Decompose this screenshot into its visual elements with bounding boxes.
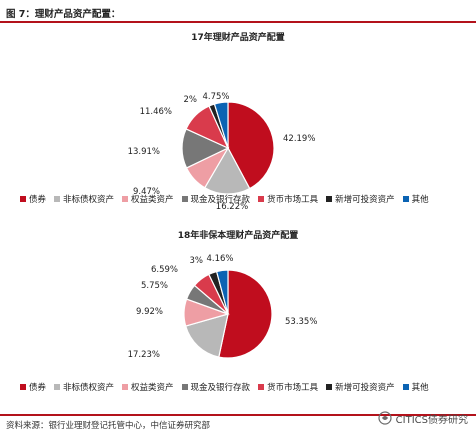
legend-label: 货币市场工具 — [267, 195, 319, 205]
legend-label: 债券 — [29, 383, 47, 393]
pie-slice-2 — [184, 313, 229, 358]
legend-item: 其他 — [402, 381, 429, 393]
data-label: 13.91% — [128, 147, 160, 157]
data-label: 5.75% — [141, 281, 168, 291]
pie-svg: 42.19% 16.22% 9.47% 13.91% 11.46% 2% 4.75% — [128, 92, 316, 212]
data-label: 9.92% — [136, 307, 163, 317]
legend-swatch — [181, 384, 188, 390]
data-label: 2% — [184, 95, 198, 105]
figure-header: 图 7：理财产品资产配置： — [0, 0, 476, 23]
figure-title: 图 7：理财产品资产配置： — [6, 9, 121, 20]
legend-swatch — [20, 196, 26, 202]
pie-slice-1 — [227, 101, 275, 190]
legend-label: 非标债权资产 — [63, 195, 115, 205]
legend: 债券 非标债权资产 权益类资产 现金及银行存款 货币市场工具 新增可投资资产 其他 — [20, 380, 460, 394]
watermark: CITICS债券研究 — [378, 408, 468, 428]
legend: 债券 非标债权资产 权益类资产 现金及银行存款 货币市场工具 新增可投资资产 其他 — [20, 192, 460, 206]
data-label: 11.46% — [140, 107, 172, 117]
legend-label: 权益类资产 — [131, 383, 174, 393]
data-label: 16.22% — [216, 202, 248, 212]
data-label: 3% — [190, 256, 204, 266]
legend-swatch — [402, 384, 409, 390]
pie-slice-7 — [215, 269, 229, 315]
data-label: 6.59% — [151, 265, 178, 275]
chart-title: 18年非保本理财产品资产配置 — [177, 231, 299, 241]
watermark-text: CITICS债券研究 — [395, 414, 468, 426]
wechat-icon — [378, 411, 392, 425]
legend-label: 其他 — [411, 383, 429, 393]
pie-chart-2017: 17年理财产品资产配置 42.19% 16.22% 9.47% 13.91% 11.46… — [0, 30, 476, 220]
pie-slice-2 — [203, 146, 251, 195]
legend-swatch — [122, 384, 129, 390]
legend-label: 货币市场工具 — [267, 383, 319, 393]
legend-label: 新增可投资资产 — [335, 383, 395, 393]
legend-item: 新增可投资资产 — [326, 381, 395, 393]
legend-swatch — [54, 196, 61, 202]
data-label: 4.75% — [202, 92, 229, 102]
pie-chart-2018: 18年非保本理财产品资产配置 53.35% 17.23% 9.92% 5.75% 6.5… — [0, 228, 476, 408]
legend-label: 债券 — [29, 195, 47, 205]
bottom-rule — [0, 414, 476, 416]
legend-item: 其他 — [402, 193, 429, 205]
pie-slice-1 — [218, 269, 273, 359]
legend-item: 债券 — [20, 193, 46, 205]
legend-label: 其他 — [411, 195, 429, 205]
legend-item: 非标债权资产 — [54, 381, 114, 393]
legend-swatch — [402, 196, 409, 202]
legend-swatch — [122, 196, 129, 202]
legend-label: 权益类资产 — [131, 195, 174, 205]
legend-label: 非标债权资产 — [63, 383, 115, 393]
legend-swatch — [181, 196, 188, 202]
pie-svg: 53.35% 17.23% 9.92% 5.75% 6.59% 3% 4.16% — [128, 254, 318, 360]
legend-swatch — [54, 384, 61, 390]
data-label: 4.16% — [206, 254, 233, 264]
legend-item: 权益类资产 — [122, 381, 174, 393]
legend-item: 货币市场工具 — [258, 193, 318, 205]
legend-item: 非标债权资产 — [54, 193, 114, 205]
chart-title: 17年理财产品资产配置 — [191, 33, 285, 43]
legend-item: 现金及银行存款 — [181, 381, 251, 393]
top-rule — [0, 21, 476, 23]
legend-item: 新增可投资资产 — [326, 193, 395, 205]
data-label: 53.35% — [285, 317, 317, 327]
legend-label: 现金及银行存款 — [190, 383, 251, 393]
legend-swatch — [258, 196, 265, 202]
legend-item: 货币市场工具 — [258, 381, 318, 393]
data-label: 17.23% — [128, 350, 160, 360]
data-label: 42.19% — [283, 134, 315, 144]
legend-swatch — [20, 384, 26, 390]
data-label: 9.47% — [133, 187, 160, 197]
legend-label: 现金及银行存款 — [190, 195, 251, 205]
legend-swatch — [258, 384, 265, 390]
legend-item: 权益类资产 — [122, 193, 174, 205]
legend-item: 现金及银行存款 — [181, 193, 251, 205]
legend-swatch — [326, 384, 333, 390]
figure-source: 资料来源：银行业理财登记托管中心，中信证券研究部 — [6, 421, 211, 431]
legend-item: 债券 — [20, 381, 46, 393]
legend-swatch — [326, 196, 333, 202]
legend-label: 新增可投资资产 — [335, 195, 395, 205]
pie-slice-7 — [213, 101, 229, 149]
